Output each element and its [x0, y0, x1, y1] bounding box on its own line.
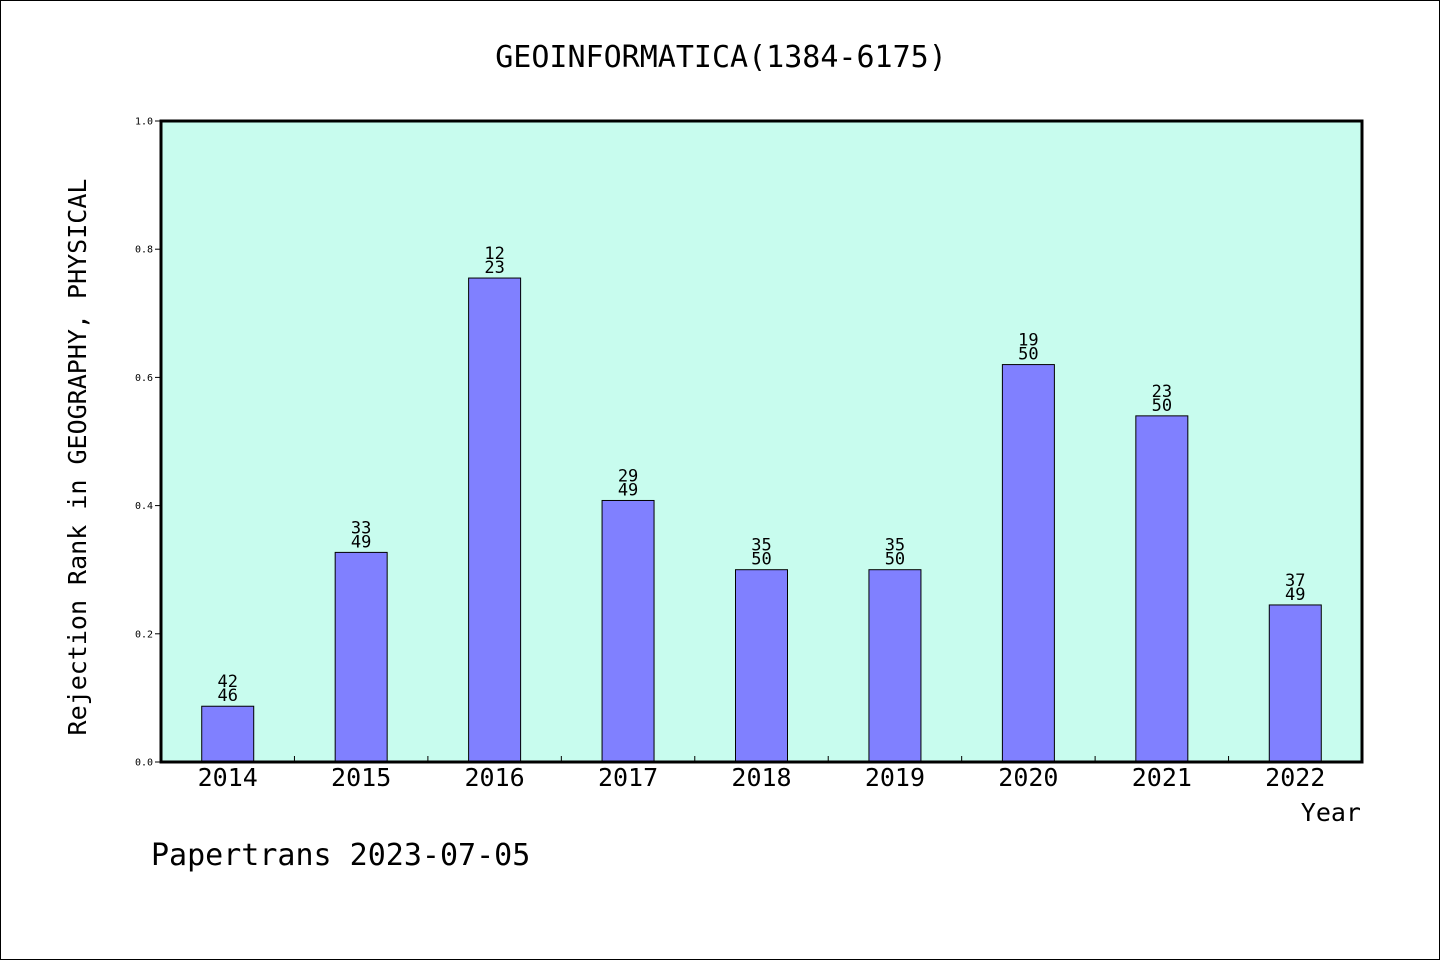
data-label-top: 19: [1018, 331, 1038, 351]
data-label-top: 23: [1152, 382, 1172, 402]
x-tick-label: 2018: [731, 763, 791, 792]
y-tick-label: 1.0: [135, 117, 153, 128]
data-label-bottom: 23: [484, 258, 504, 278]
data-label-bottom: 49: [351, 532, 371, 552]
y-tick-label: 0.4: [135, 501, 153, 512]
data-label-bottom: 50: [1018, 345, 1038, 365]
data-label-top: 35: [885, 536, 905, 556]
bar-2022: [1268, 604, 1322, 763]
footer-credit: Papertrans 2023-07-05: [151, 838, 530, 873]
x-tick-label: 2020: [998, 763, 1058, 792]
bar-series: [201, 277, 1322, 763]
data-label-bottom: 49: [1285, 585, 1305, 605]
y-axis-label: Rejection Rank in GEOGRAPHY, PHYSICAL: [63, 179, 92, 736]
x-tick-label: 2015: [331, 763, 391, 792]
bar-2020: [1001, 364, 1055, 763]
data-label-top: 35: [751, 536, 771, 556]
data-label-top: 33: [351, 518, 371, 538]
bar-2016: [468, 277, 522, 763]
plot-frame: [159, 119, 1364, 764]
x-tick-label: 2016: [465, 763, 525, 792]
bar-2018: [735, 569, 788, 763]
y-axis: 0.0 0.2 0.4 0.6 0.8 1.0: [135, 117, 161, 769]
chart-title: GEOINFORMATICA(1384-6175): [495, 40, 947, 75]
x-axis: 2014 2015 2016 2017 2018 2019 2020 2021 2022: [198, 756, 1325, 792]
x-tick-label: 2022: [1265, 763, 1325, 792]
x-tick-label: 2017: [598, 763, 658, 792]
y-tick-label: 0.6: [135, 373, 153, 384]
data-label-bottom: 50: [751, 550, 771, 570]
x-tick-label: 2021: [1132, 763, 1192, 792]
bar-2015: [334, 551, 388, 763]
bar-2014: [201, 705, 255, 763]
y-tick-label: 0.2: [135, 629, 153, 640]
data-label-bottom: 46: [217, 686, 237, 706]
bar-2019: [868, 569, 922, 763]
y-tick-label: 0.8: [135, 245, 153, 256]
data-label-top: 12: [484, 244, 504, 264]
x-tick-label: 2019: [865, 763, 925, 792]
bar-2017: [601, 499, 655, 763]
y-tick-label: 0.0: [135, 758, 153, 769]
data-label-top: 37: [1285, 571, 1305, 591]
bar-2021: [1135, 415, 1189, 763]
data-label-bottom: 50: [1152, 396, 1172, 416]
x-axis-label: Year: [1301, 798, 1361, 827]
data-label-top: 42: [217, 672, 237, 692]
data-label-top: 29: [618, 466, 638, 486]
x-tick-label: 2014: [198, 763, 258, 792]
data-label-bottom: 50: [885, 550, 905, 570]
data-label-bottom: 49: [618, 480, 638, 500]
